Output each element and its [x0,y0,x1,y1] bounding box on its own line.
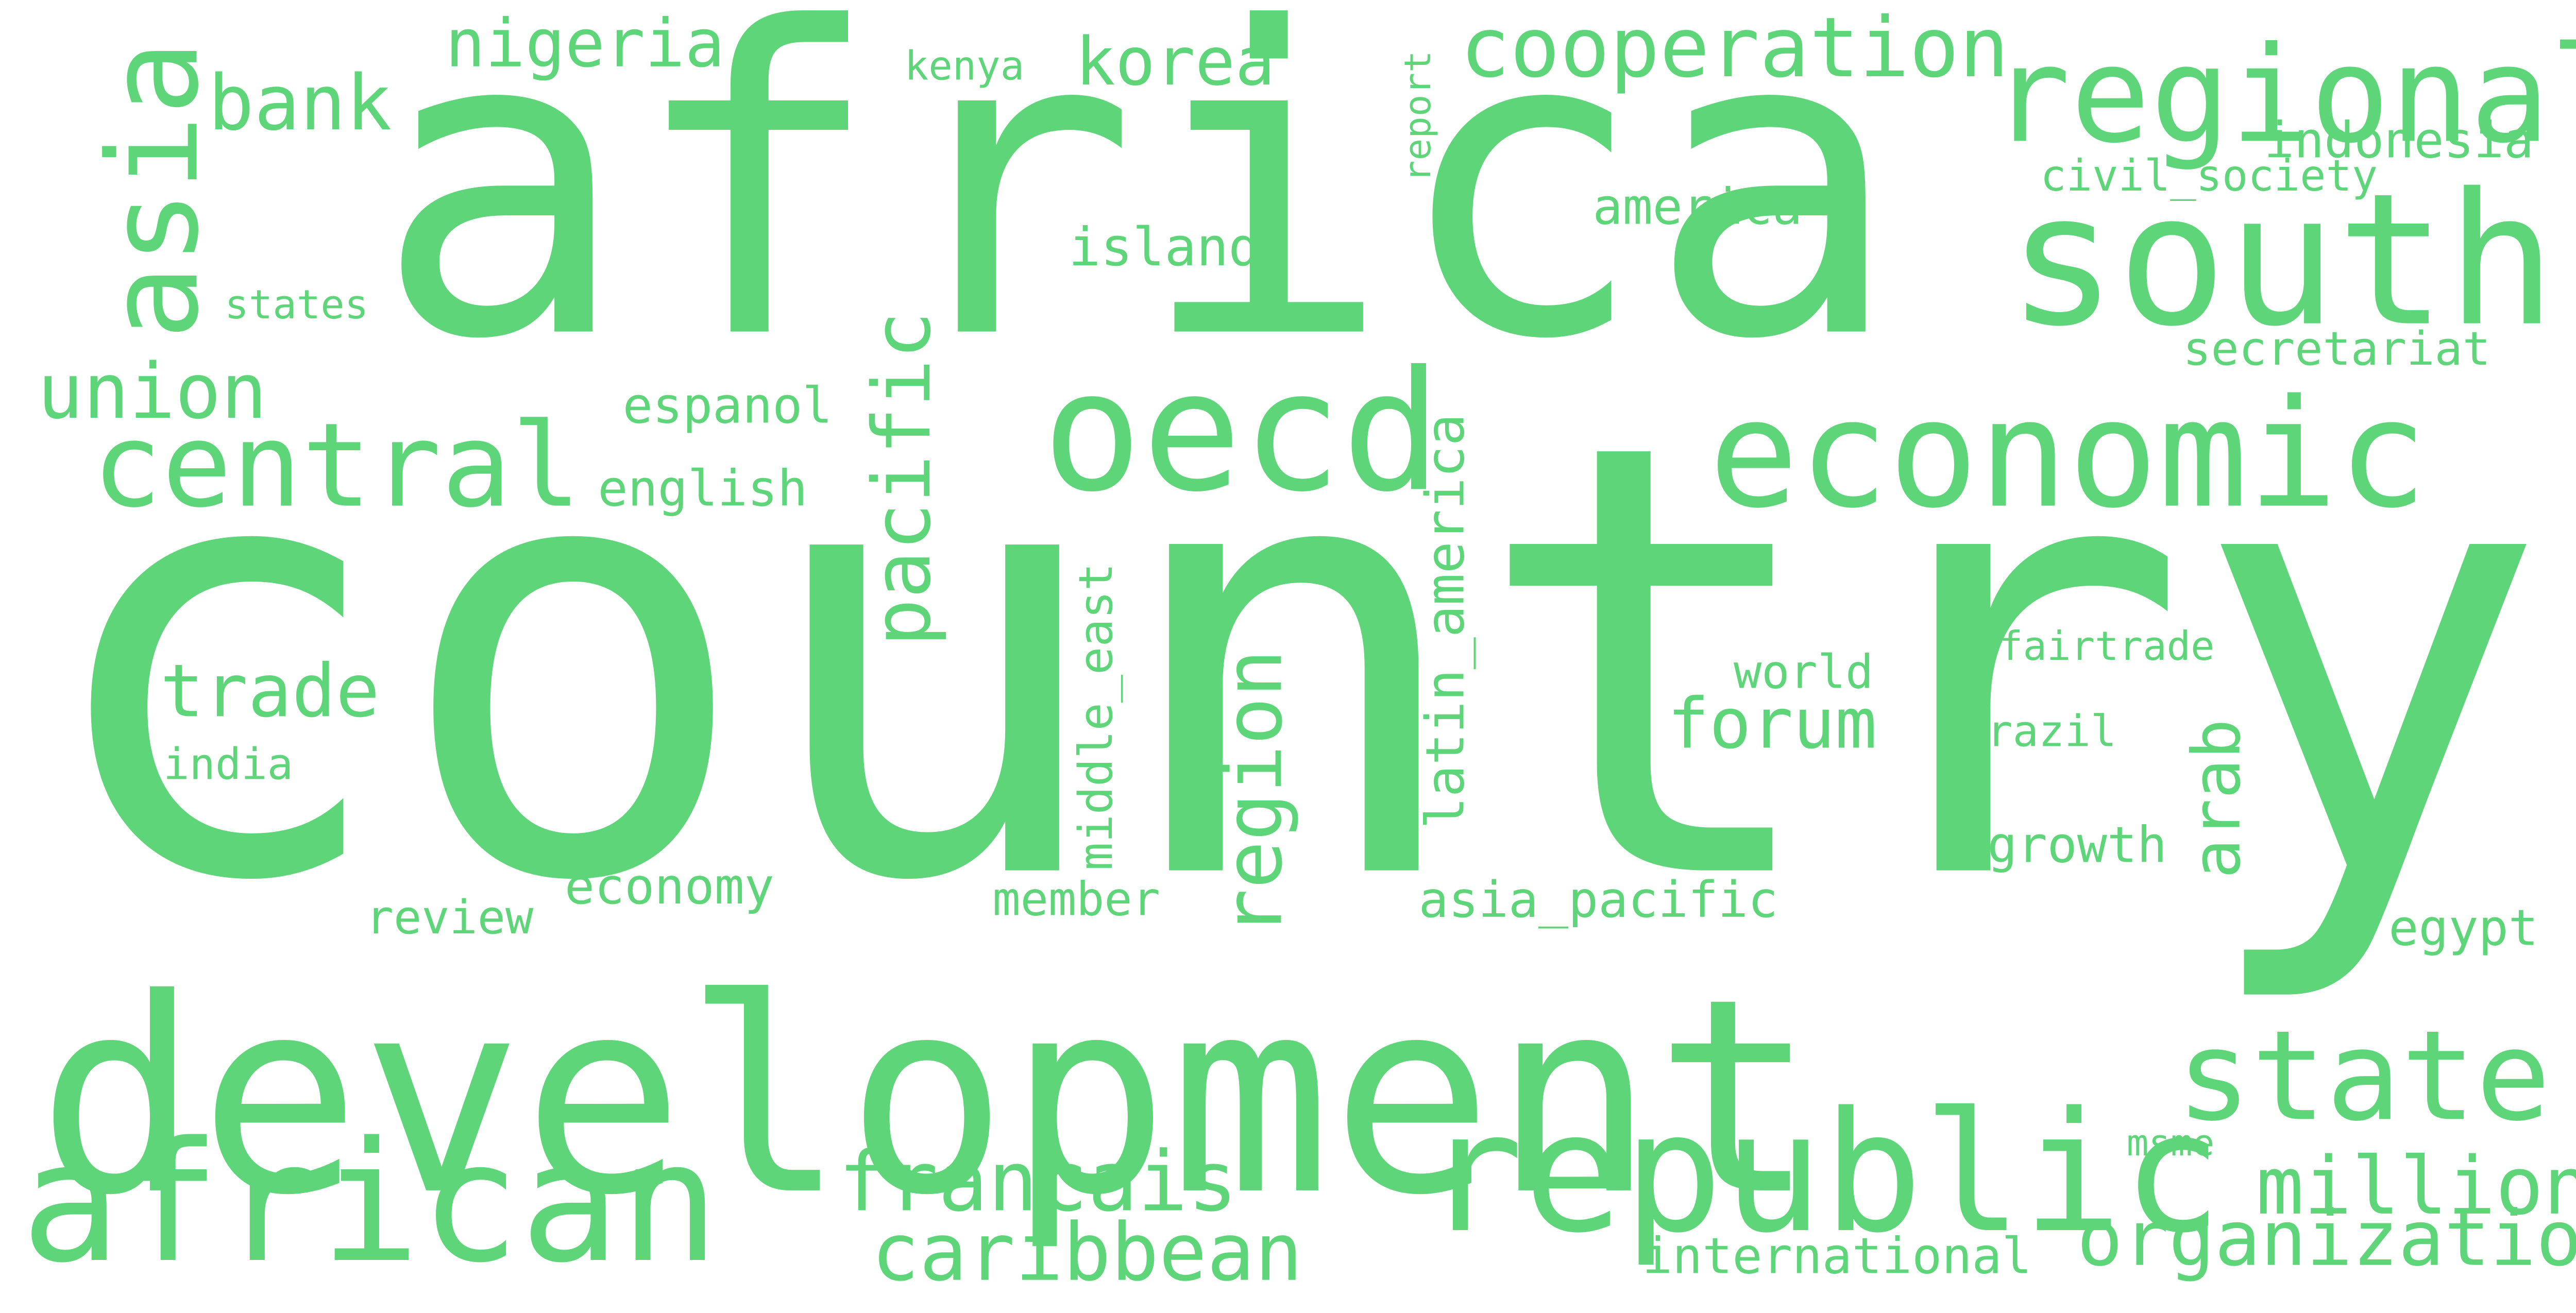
word-report: report [1396,50,1439,182]
word-review: review [366,891,534,945]
word-secretariat: secretariat [2183,322,2490,376]
word-million: million [2256,1140,2576,1233]
word-region: region [1208,649,1300,936]
word-india: india [163,739,293,790]
word-english: english [598,459,807,518]
word-korea: korea [1075,24,1275,100]
word-central: central [92,399,581,534]
word-states: states [225,282,368,328]
word-espanol: espanol [623,377,833,435]
word-union: union [38,347,267,436]
word-country: country [34,317,2550,1012]
word-regional: regional [1991,18,2576,173]
word-fairtrade: fairtrade [1999,623,2215,670]
word-bank: bank [208,59,392,147]
word-arab: arab [2179,719,2256,879]
word-african: african [21,1106,719,1299]
word-republic: republic [1423,1076,2222,1269]
word-caribbean: caribbean [871,1207,1302,1299]
word-africa: africa [374,0,1902,432]
word-asia-pacific: asia_pacific [1419,871,1778,929]
word-francais: francais [838,1133,1238,1230]
word-brazil: brazil [1961,706,2116,756]
word-state: state [2176,1003,2551,1148]
word-trade: trade [160,649,380,734]
word-island: island [1069,216,1260,278]
word-middle-east: middle_east [1069,563,1123,871]
word-development: development [38,941,1817,1254]
word-organization: organization [2077,1195,2576,1283]
word-kenya: kenya [905,43,1025,89]
word-civil-society: civil_society [2040,150,2378,201]
word-world: world [1734,645,1873,700]
word-south: south [2007,155,2556,367]
word-forum: forum [1667,684,1877,764]
word-growth: growth [1987,816,2167,874]
word-cooperation: cooperation [1460,0,2009,96]
word-economic: economic [1709,368,2428,541]
word-member: member [992,873,1160,927]
word-nigeria: nigeria [445,6,724,82]
word-international: international [1642,1227,2032,1285]
word-asia: asia [81,40,226,339]
word-latin-america: latin_america [1414,414,1476,829]
word-pacific: pacific [856,311,948,646]
word-msme: msme [2127,1121,2215,1164]
word-america: america [1592,177,1802,235]
word-egypt: egypt [2388,899,2538,957]
word-economy: economy [565,857,774,915]
word-oecd: oecd [1042,335,1442,528]
word-indonesia: indonesia [2264,111,2534,169]
